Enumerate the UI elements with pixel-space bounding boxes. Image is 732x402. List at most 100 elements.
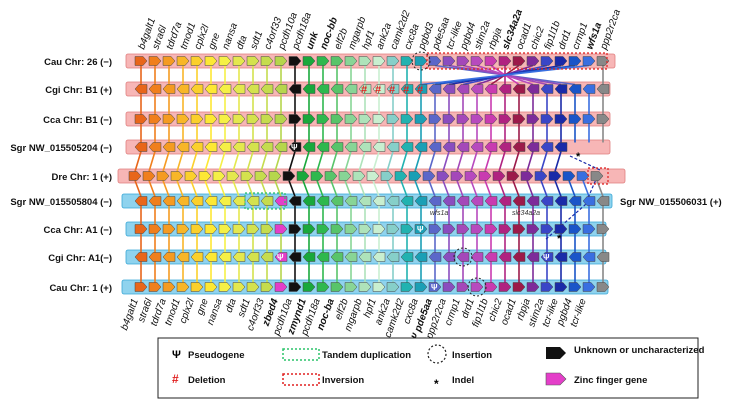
gene-arrow	[526, 196, 540, 206]
track-label: Cau Chr: 26 (−)	[44, 57, 112, 68]
gene-arrow	[212, 171, 226, 181]
gene-arrow	[400, 56, 414, 66]
gene-arrow	[134, 114, 148, 124]
gene-arrow	[512, 114, 526, 124]
deletion-mark: #	[389, 84, 395, 96]
deletion-mark: #	[403, 84, 409, 96]
deletion-mark: #	[375, 84, 381, 96]
gene-arrow	[316, 196, 330, 206]
legend-box	[157, 337, 699, 399]
ortholog-link	[386, 151, 394, 172]
gene-arrow	[414, 252, 428, 262]
gene-arrow	[400, 114, 414, 124]
gene-arrow	[414, 196, 428, 206]
ortholog-link	[302, 151, 310, 172]
legend: Ψ Pseudogene # Deletion Tandem duplicati…	[157, 337, 705, 399]
gene-arrow	[372, 252, 386, 262]
gene-arrow	[134, 142, 148, 152]
gene-arrow	[540, 56, 554, 66]
gene-arrow	[400, 252, 414, 262]
ortholog-link	[358, 180, 366, 197]
gene-arrow	[540, 142, 554, 152]
gene-arrow	[456, 114, 470, 124]
gene-arrow	[204, 252, 218, 262]
gene-arrow	[456, 56, 470, 66]
gene-arrow	[274, 196, 288, 206]
gene-arrow	[142, 171, 156, 181]
pseudogene-mark: Ψ	[277, 253, 284, 262]
gene-arrow	[330, 56, 344, 66]
gene-arrow	[148, 196, 162, 206]
track-label: Cca Chr: B1 (−)	[43, 115, 112, 126]
gene-arrow	[302, 114, 316, 124]
gene-arrow	[246, 114, 260, 124]
ortholog-link	[246, 151, 254, 172]
gene-arrow	[232, 252, 246, 262]
gene-arrow	[330, 84, 344, 94]
gene-arrow	[554, 224, 568, 234]
ortholog-link	[162, 180, 170, 197]
gene-arrow	[498, 196, 512, 206]
gene-arrow	[498, 56, 512, 66]
gene-arrow	[428, 84, 442, 94]
gene-arrow	[478, 171, 492, 181]
ortholog-link	[470, 151, 478, 172]
bottom-gene-name: dta	[224, 297, 239, 314]
gene-arrow	[492, 171, 506, 181]
gene-arrow	[386, 252, 400, 262]
ortholog-link	[442, 151, 450, 172]
legend-insertion: Insertion	[452, 350, 492, 361]
gene-arrow	[442, 196, 456, 206]
gene-arrow	[428, 252, 442, 262]
gene-arrow	[176, 224, 190, 234]
gene-arrow	[260, 142, 274, 152]
gene-arrow	[568, 84, 582, 94]
gene-arrow	[386, 224, 400, 234]
deletion-symbol: #	[172, 372, 179, 386]
gene-arrow	[582, 56, 596, 66]
gene-arrow	[386, 282, 400, 292]
legend-indel: Indel	[452, 375, 474, 386]
unknown-swatch	[546, 347, 566, 359]
gene-arrow	[204, 114, 218, 124]
gene-arrow	[204, 84, 218, 94]
gene-arrow	[218, 224, 232, 234]
gene-arrow	[316, 84, 330, 94]
gene-arrow	[344, 282, 358, 292]
gene-arrow	[554, 142, 568, 152]
ortholog-link	[484, 151, 492, 172]
gene-arrow	[484, 282, 498, 292]
gene-arrow	[428, 142, 442, 152]
track-label: Sgr NW_015505204 (−)	[10, 143, 112, 154]
gene-arrow	[470, 56, 484, 66]
gene-arrow	[456, 142, 470, 152]
gene-arrow	[394, 171, 408, 181]
inversion-box	[587, 167, 609, 185]
gene-arrow	[204, 56, 218, 66]
gene-arrow	[316, 56, 330, 66]
gene-arrow	[316, 142, 330, 152]
ortholog-link	[414, 180, 422, 197]
ortholog-link	[162, 151, 170, 172]
gene-arrow	[456, 84, 470, 94]
gene-arrow	[302, 282, 316, 292]
gene-arrow	[400, 282, 414, 292]
gene-arrow	[582, 84, 596, 94]
gene-arrow	[218, 84, 232, 94]
gene-arrow	[246, 142, 260, 152]
ortholog-link	[526, 180, 534, 197]
gene-arrow	[372, 282, 386, 292]
gene-arrow	[344, 196, 358, 206]
gene-arrow	[240, 171, 254, 181]
ortholog-link	[498, 180, 506, 197]
ortholog-link	[330, 180, 338, 197]
gene-arrow	[162, 224, 176, 234]
gene-arrow	[254, 171, 268, 181]
track-label: Cgi Chr: A1(−)	[48, 253, 112, 264]
gene-arrow	[302, 224, 316, 234]
ortholog-link	[274, 151, 282, 172]
gene-arrow	[344, 224, 358, 234]
ortholog-link	[456, 151, 464, 172]
gene-arrow	[428, 114, 442, 124]
ortholog-links	[134, 64, 604, 283]
